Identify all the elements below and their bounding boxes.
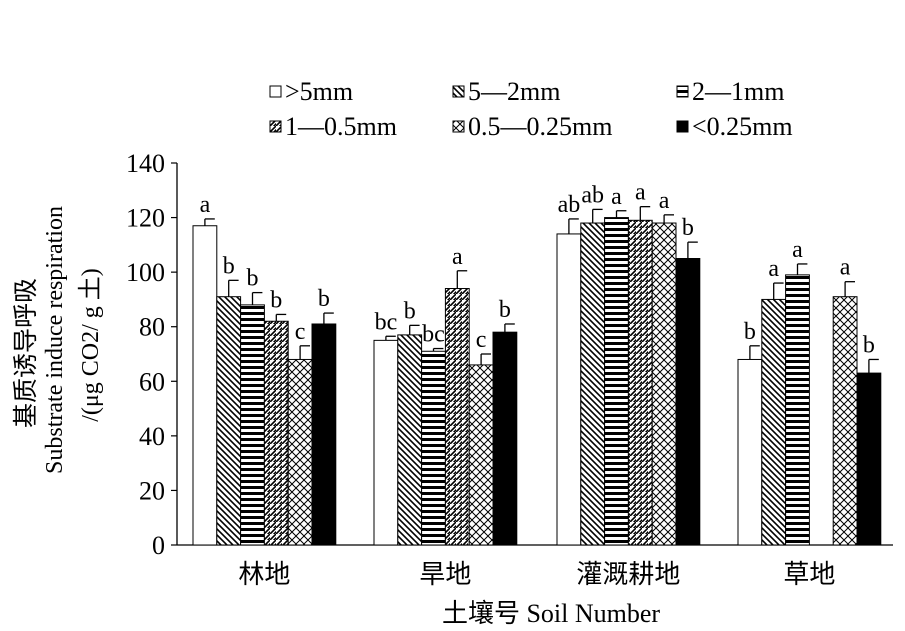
- legend-label: >5mm: [285, 77, 353, 106]
- x-tick-label: 草地: [783, 560, 835, 589]
- bar: [856, 372, 882, 546]
- bar: [556, 233, 582, 546]
- significance-label: a: [200, 192, 211, 218]
- bar: [192, 225, 218, 546]
- significance-label: c: [295, 319, 306, 345]
- y-tick-label: 80: [139, 313, 165, 342]
- legend-label: 1—0.5mm: [285, 112, 397, 141]
- bar: [421, 350, 446, 546]
- y-tick-label: 140: [126, 149, 165, 178]
- significance-label: b: [247, 266, 259, 292]
- significance-label: a: [635, 180, 646, 206]
- bar: [785, 274, 810, 546]
- significance-label: a: [659, 188, 670, 214]
- bar: [580, 222, 606, 546]
- y-tick-label: 20: [139, 476, 165, 505]
- significance-label: b: [270, 287, 282, 313]
- bar: [240, 304, 265, 546]
- bar: [761, 298, 787, 546]
- significance-label: b: [499, 297, 511, 323]
- significance-label: bc: [422, 322, 445, 348]
- bar: [651, 222, 677, 546]
- legend-swatch: [269, 120, 282, 133]
- significance-label: a: [611, 184, 622, 210]
- bar: [397, 334, 423, 546]
- significance-label: a: [792, 237, 803, 263]
- bar: [311, 323, 337, 546]
- significance-label: b: [863, 332, 875, 358]
- bar: [737, 358, 763, 546]
- significance-label: b: [318, 286, 330, 312]
- significance-label: b: [404, 298, 416, 324]
- y-tick-label: 40: [139, 422, 165, 451]
- significance-label: b: [223, 253, 235, 279]
- legend-swatch: [269, 85, 282, 98]
- legend-swatch: [676, 120, 689, 133]
- bar: [627, 219, 653, 546]
- y-axis-label-unit: /(μg CO2/ g 土): [77, 268, 104, 422]
- legend-swatch: [676, 85, 689, 98]
- x-tick-label: 旱地: [419, 560, 471, 589]
- y-tick-label: 100: [126, 258, 165, 287]
- significance-label: a: [840, 255, 851, 281]
- bar: [287, 358, 313, 546]
- significance-label: a: [452, 244, 463, 270]
- y-axis-label-en: Substrate induce respiration: [42, 206, 68, 474]
- significance-label: b: [744, 319, 756, 345]
- significance-label: ab: [581, 182, 604, 208]
- legend-label: 2—1mm: [692, 77, 784, 106]
- legend-label: 0.5—0.25mm: [468, 112, 612, 141]
- legend-label: <0.25mm: [692, 112, 793, 141]
- legend-swatch: [452, 120, 465, 133]
- x-axis-label: 土壤号 Soil Number: [442, 599, 660, 628]
- bar: [492, 331, 518, 546]
- legend-swatch: [452, 85, 465, 98]
- significance-label: b: [682, 215, 694, 241]
- bar: [675, 258, 701, 546]
- significance-label: bc: [375, 309, 398, 335]
- bar: [604, 217, 629, 546]
- y-tick-label: 60: [139, 367, 165, 396]
- bar: [468, 364, 494, 546]
- x-tick-label: 灌溉耕地: [576, 560, 680, 589]
- bar: [263, 320, 289, 546]
- bar: [373, 339, 399, 546]
- bar: [216, 296, 242, 546]
- bar: [444, 288, 470, 546]
- bar: [832, 296, 858, 546]
- y-axis-label-cn: 基质诱导呼吸: [12, 278, 40, 428]
- significance-label: ab: [558, 192, 581, 218]
- x-tick-label: 林地: [238, 560, 290, 589]
- legend-label: 5—2mm: [468, 77, 560, 106]
- y-tick-label: 0: [152, 531, 165, 560]
- legend: >5mm 5—2mm 2—1mm 1—0.5mm 0.5—0.25mm <0.25mm: [269, 77, 793, 141]
- significance-label: a: [768, 256, 779, 282]
- y-tick-label: 120: [126, 204, 165, 233]
- significance-label: c: [476, 327, 487, 353]
